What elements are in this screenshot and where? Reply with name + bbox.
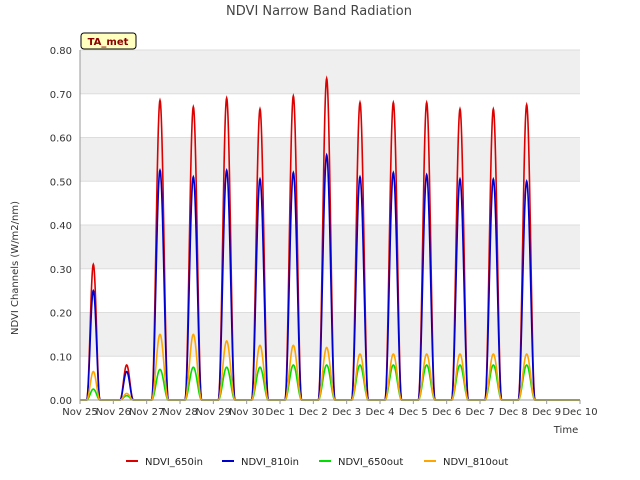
- plot-background: [80, 49, 580, 401]
- x-tick-label: Nov 25: [62, 407, 97, 418]
- grid-band: [80, 50, 580, 94]
- badge-box: [80, 32, 137, 50]
- x-tick-label: Nov 30: [229, 407, 264, 418]
- x-tick-label: Dec 9: [532, 407, 561, 418]
- x-tick-label: Dec 2: [299, 407, 328, 418]
- series-line-ndvi_810out: [80, 333, 580, 401]
- x-tick-label: Nov 26: [96, 407, 131, 418]
- series-layer: [80, 75, 580, 401]
- y-tick-label: 0.30: [50, 265, 72, 276]
- y-tick-label: 0.70: [50, 90, 72, 101]
- series-line-ndvi_650out: [80, 364, 580, 401]
- series-line-ndvi_810in: [80, 152, 580, 401]
- x-tick-label: Dec 3: [332, 407, 361, 418]
- y-tick-label: 0.40: [50, 221, 72, 232]
- legend-label: NDVI_650out: [338, 457, 403, 468]
- x-tick-label: Dec 5: [399, 407, 428, 418]
- x-axis-label: Time: [553, 425, 578, 436]
- x-tick-label: Dec 4: [366, 407, 395, 418]
- x-tick-label: Dec 8: [499, 407, 528, 418]
- chart-title: NDVI Narrow Band Radiation: [226, 4, 412, 19]
- axes: 0.00 0.10 0.20 0.30 0.40 0.50 0.60 0.70 0.80 Nov …: [50, 46, 598, 418]
- legend-label: NDVI_650in: [145, 457, 203, 468]
- x-tick-label: Dec 1: [266, 407, 295, 418]
- y-tick-label: 0.20: [50, 309, 72, 320]
- x-tick-label: Dec 10: [562, 407, 597, 418]
- series-line-ndvi_650in: [80, 75, 580, 401]
- y-tick-label: 0.80: [50, 46, 72, 57]
- y-tick-label: 0.50: [50, 177, 72, 188]
- legend-label: NDVI_810in: [241, 457, 299, 468]
- x-tick-label: Nov 29: [196, 407, 231, 418]
- y-tick-label: 0.60: [50, 134, 72, 145]
- legend-label: NDVI_810out: [443, 457, 508, 468]
- x-tick-label: Dec 6: [432, 407, 461, 418]
- y-tick-label: 0.00: [50, 396, 72, 407]
- x-tick-label: Nov 27: [129, 407, 164, 418]
- y-tick-label: 0.10: [50, 352, 72, 363]
- legend: NDVI_650in NDVI_810in NDVI_650out NDVI_810o…: [126, 457, 508, 468]
- y-axis-label: NDVI Channels (W/m2/nm): [10, 201, 21, 335]
- x-tick-label: Dec 7: [466, 407, 495, 418]
- ta-met-badge: TA_met: [80, 32, 137, 50]
- badge-label: TA_met: [88, 37, 129, 48]
- x-tick-label: Nov 28: [162, 407, 197, 418]
